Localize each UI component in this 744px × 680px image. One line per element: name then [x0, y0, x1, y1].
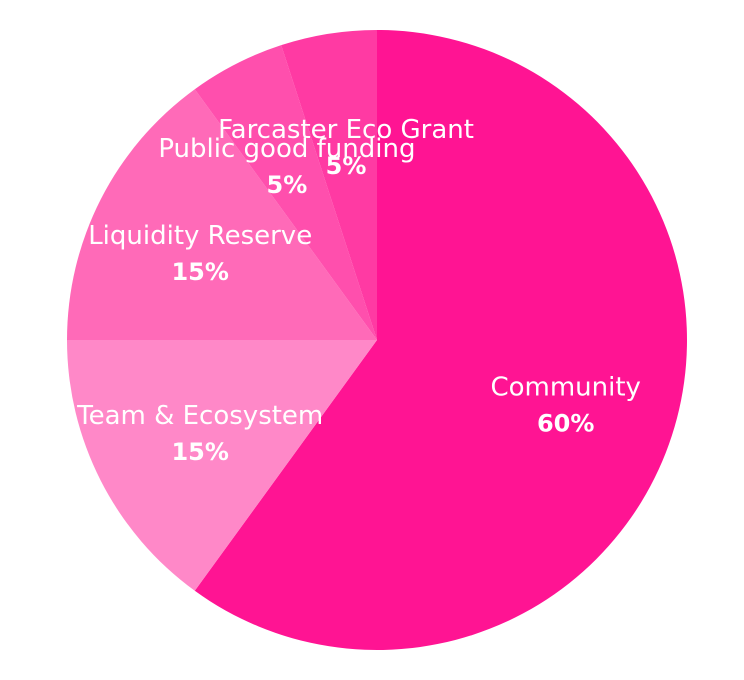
- slice-value-liquidity-reserve: 15%: [171, 258, 228, 286]
- slice-value-community: 60%: [537, 409, 594, 437]
- slice-community[interactable]: [194, 30, 687, 651]
- slice-liquidity-reserve[interactable]: [67, 89, 377, 340]
- slice-value-public-good-funding: 5%: [267, 171, 308, 199]
- slice-value-farcaster-eco-grant: 5%: [326, 152, 367, 180]
- slice-label-community: Community: [490, 372, 640, 402]
- slice-public-good-funding[interactable]: [194, 45, 377, 341]
- slice-value-team-ecosystem: 15%: [171, 438, 228, 466]
- slice-label-public-good-funding: Public good funding: [158, 134, 415, 164]
- pie-labels: Community 60% Team & Ecosystem 15% Liquidity…: [76, 115, 641, 466]
- slice-team-ecosystem[interactable]: [67, 340, 377, 591]
- slice-label-liquidity-reserve: Liquidity Reserve: [88, 221, 312, 251]
- slice-label-farcaster-eco-grant: Farcaster Eco Grant: [218, 115, 474, 145]
- slice-farcaster-eco-grant[interactable]: [281, 30, 377, 340]
- slice-label-team-ecosystem: Team & Ecosystem: [76, 401, 323, 431]
- pie-slices: [67, 30, 687, 651]
